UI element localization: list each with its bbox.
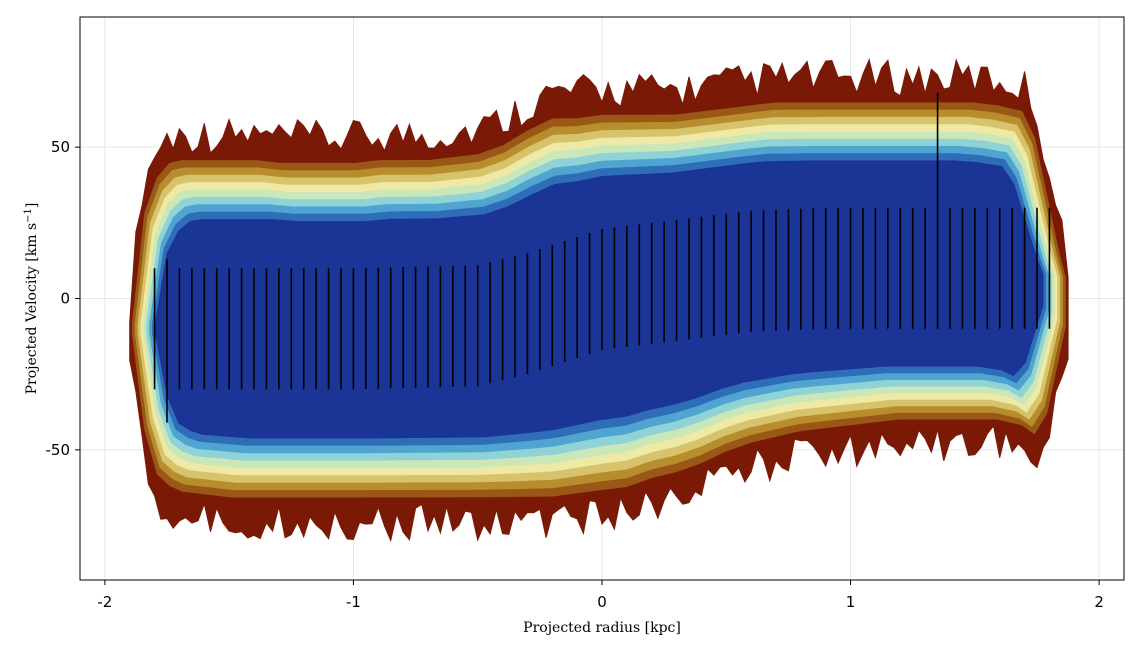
y-tick-label: 50 [51, 138, 70, 156]
y-axis-title-end: ] [24, 203, 40, 208]
x-axis-title: Projected radius [kpc] [523, 620, 681, 636]
axis-ticks: -2 -1 0 1 2 -50 0 50 [46, 138, 1104, 611]
y-tick-label: -50 [46, 441, 71, 459]
x-tick-label: 0 [597, 593, 607, 611]
x-tick-label: -2 [97, 593, 112, 611]
contour-band-10 [154, 160, 1044, 439]
y-tick-label: 0 [60, 290, 70, 308]
y-axis-title-main: Projected Velocity [km s [24, 223, 40, 395]
contour-plot [129, 58, 1069, 543]
x-tick-label: 2 [1094, 593, 1104, 611]
x-tick-label: 1 [846, 593, 856, 611]
y-axis-title: Projected Velocity [km s−1] [23, 203, 41, 395]
error-bars [153, 92, 1051, 423]
x-tick-label: -1 [346, 593, 361, 611]
y-axis-title-superscript: −1 [23, 208, 34, 223]
